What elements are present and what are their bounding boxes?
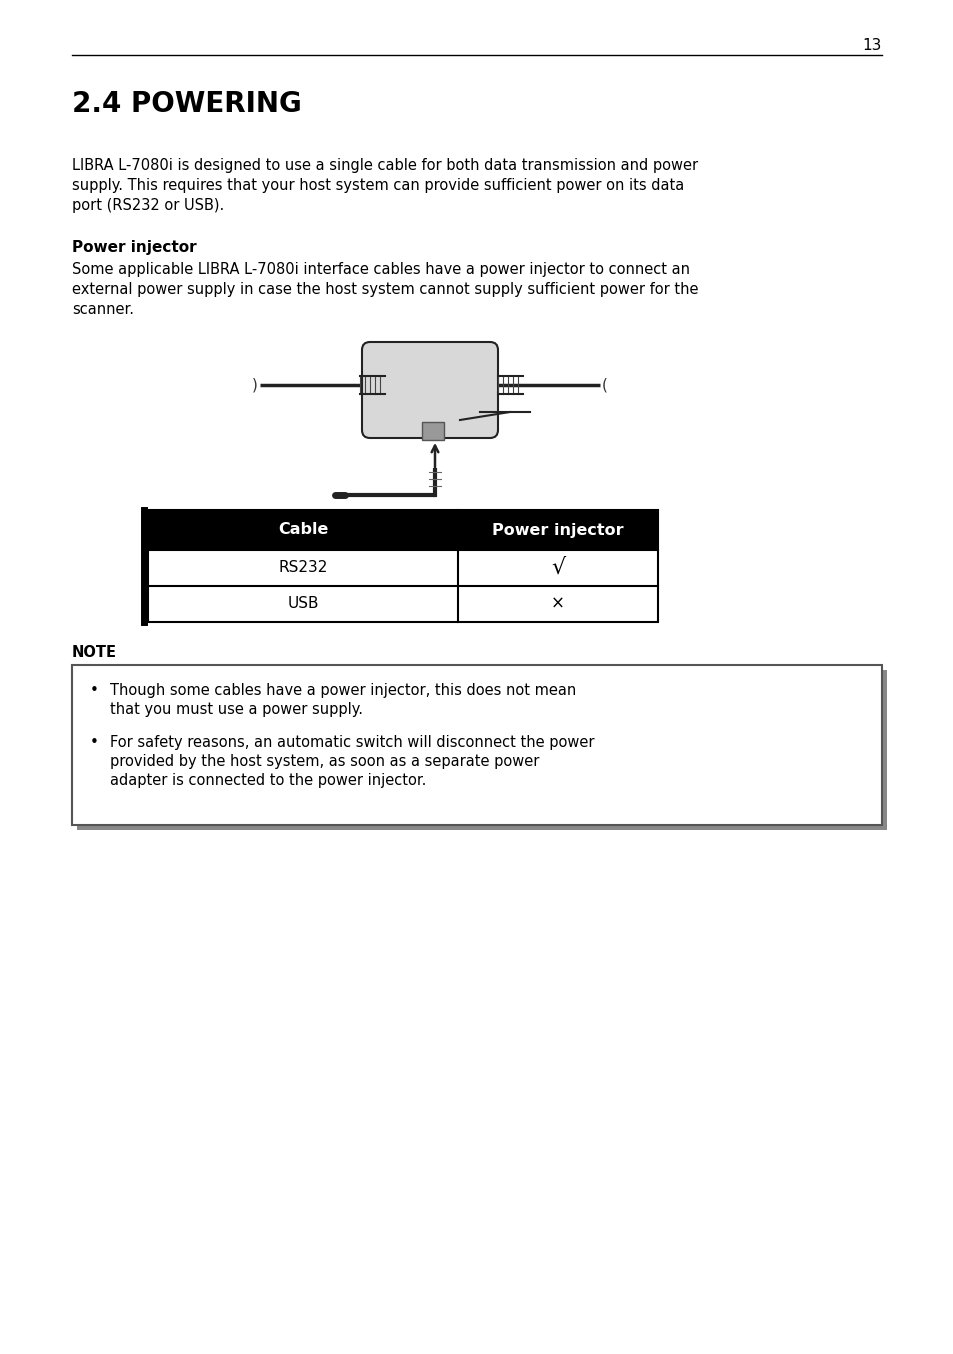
Text: external power supply in case the host system cannot supply sufficient power for: external power supply in case the host s… xyxy=(71,282,698,297)
Text: that you must use a power supply.: that you must use a power supply. xyxy=(110,701,363,718)
Text: For safety reasons, an automatic switch will disconnect the power: For safety reasons, an automatic switch … xyxy=(110,735,594,750)
Text: RS232: RS232 xyxy=(278,561,327,575)
Bar xyxy=(71,665,882,825)
Text: Power injector: Power injector xyxy=(492,523,623,538)
Text: (: ( xyxy=(601,378,607,393)
Text: 13: 13 xyxy=(862,38,882,53)
Bar xyxy=(77,670,886,830)
Text: adapter is connected to the power injector.: adapter is connected to the power inject… xyxy=(110,773,426,788)
Text: √: √ xyxy=(551,558,564,578)
Text: supply. This requires that your host system can provide sufficient power on its : supply. This requires that your host sys… xyxy=(71,177,683,194)
Text: •: • xyxy=(90,682,99,699)
Text: ): ) xyxy=(252,378,257,393)
Text: port (RS232 or USB).: port (RS232 or USB). xyxy=(71,198,224,213)
Text: Cable: Cable xyxy=(277,523,328,538)
Text: NOTE: NOTE xyxy=(71,645,117,659)
Text: Some applicable LIBRA L-7080i interface cables have a power injector to connect : Some applicable LIBRA L-7080i interface … xyxy=(71,263,689,278)
Text: 2.4 POWERING: 2.4 POWERING xyxy=(71,89,301,118)
Text: USB: USB xyxy=(287,597,318,612)
Text: Though some cables have a power injector, this does not mean: Though some cables have a power injector… xyxy=(110,682,576,699)
Text: Power injector: Power injector xyxy=(71,240,196,255)
Text: provided by the host system, as soon as a separate power: provided by the host system, as soon as … xyxy=(110,754,538,769)
Bar xyxy=(421,422,443,440)
Text: LIBRA L-7080i is designed to use a single cable for both data transmission and p: LIBRA L-7080i is designed to use a singl… xyxy=(71,158,698,173)
Text: ×: × xyxy=(551,594,564,613)
FancyBboxPatch shape xyxy=(361,343,497,437)
Text: scanner.: scanner. xyxy=(71,302,133,317)
Text: •: • xyxy=(90,735,99,750)
Bar xyxy=(148,510,658,550)
Bar xyxy=(148,510,658,621)
